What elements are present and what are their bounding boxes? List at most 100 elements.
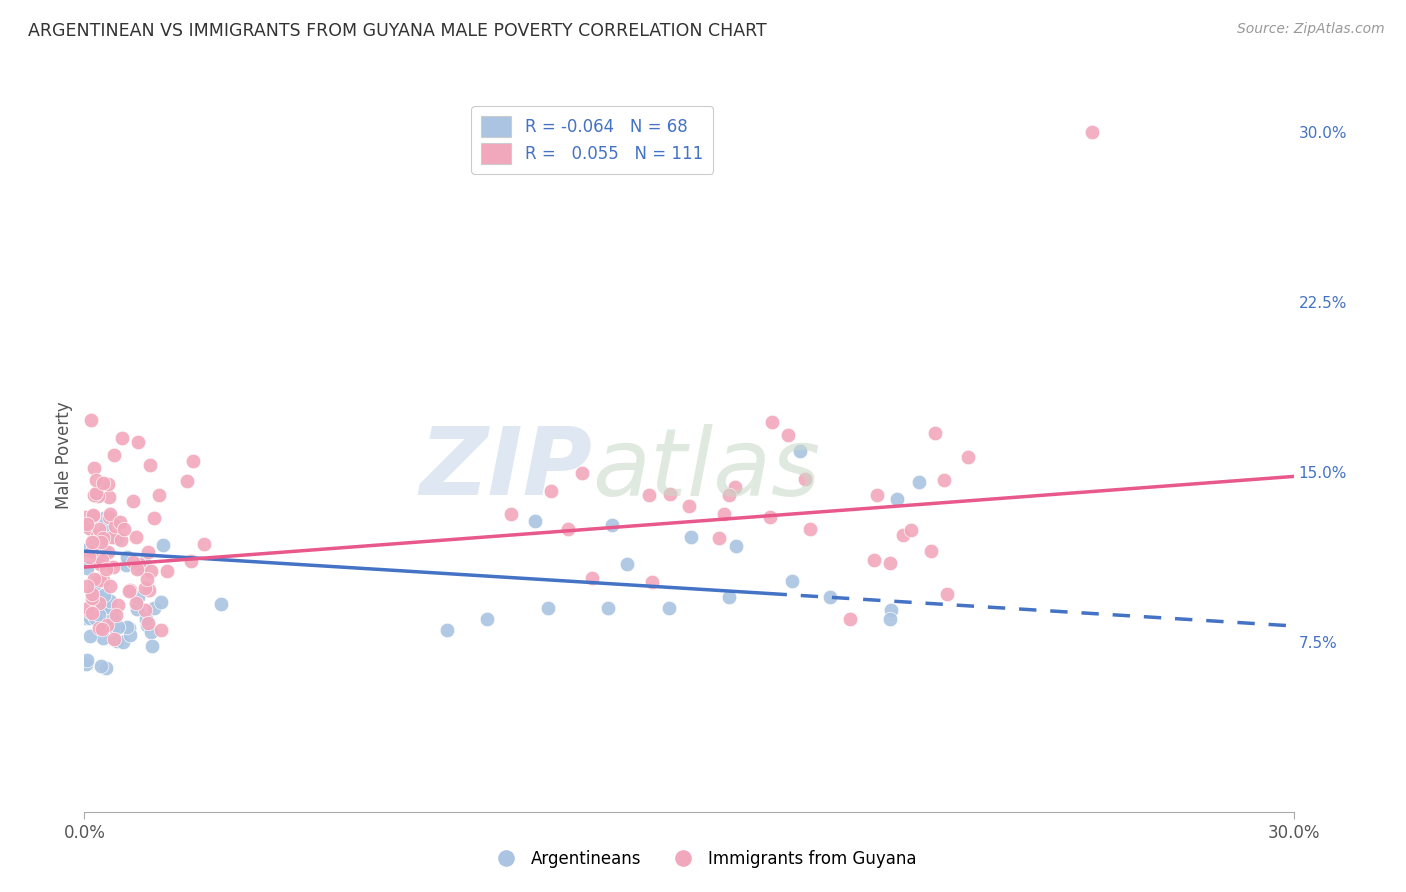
Point — [80, 591, 103, 606]
Point — [602, 517, 624, 532]
Point — [75, 657, 97, 671]
Point — [89, 557, 111, 571]
Point — [117, 620, 139, 634]
Point — [91, 574, 114, 588]
Point — [149, 595, 172, 609]
Point — [150, 623, 173, 637]
Point — [436, 624, 458, 638]
Point — [125, 561, 148, 575]
Point — [128, 560, 150, 574]
Point — [83, 599, 105, 613]
Point — [105, 531, 128, 545]
Point — [83, 535, 105, 549]
Point — [91, 553, 114, 567]
Point — [100, 530, 122, 544]
Point — [79, 605, 101, 619]
Point — [103, 611, 125, 625]
Point — [641, 574, 664, 589]
Point — [86, 574, 108, 588]
Point — [115, 549, 138, 564]
Point — [83, 532, 105, 546]
Point — [135, 573, 157, 587]
Point — [839, 612, 862, 626]
Point — [94, 545, 117, 559]
Point — [105, 633, 128, 648]
Point — [83, 572, 105, 586]
Point — [97, 544, 120, 558]
Point — [104, 519, 127, 533]
Point — [80, 544, 103, 558]
Point — [141, 625, 163, 640]
Point — [156, 564, 179, 578]
Point — [87, 489, 110, 503]
Point — [799, 522, 821, 536]
Point — [581, 571, 603, 585]
Point — [142, 600, 165, 615]
Point — [135, 618, 157, 632]
Point — [879, 556, 901, 570]
Point — [83, 610, 105, 624]
Point — [209, 597, 232, 611]
Point — [93, 588, 115, 602]
Point — [82, 600, 104, 615]
Point — [83, 488, 105, 502]
Point — [73, 509, 96, 524]
Point — [880, 603, 903, 617]
Point — [77, 550, 100, 565]
Point — [499, 507, 522, 521]
Point — [863, 553, 886, 567]
Point — [598, 600, 620, 615]
Point — [934, 473, 956, 487]
Point — [90, 534, 112, 549]
Point — [114, 522, 136, 536]
Point — [121, 555, 143, 569]
Point — [780, 574, 803, 589]
Point — [103, 620, 125, 634]
Point — [136, 545, 159, 559]
Point — [111, 431, 134, 445]
Point — [118, 582, 141, 597]
Point — [89, 573, 111, 587]
Point — [93, 511, 115, 525]
Point — [104, 607, 127, 622]
Point — [924, 425, 946, 440]
Point — [724, 480, 747, 494]
Point — [89, 591, 111, 605]
Point — [637, 487, 659, 501]
Point — [83, 531, 105, 545]
Point — [936, 587, 959, 601]
Point — [87, 608, 110, 623]
Point — [97, 477, 120, 491]
Point — [80, 413, 103, 427]
Point — [122, 494, 145, 508]
Point — [91, 622, 114, 636]
Text: ARGENTINEAN VS IMMIGRANTS FROM GUYANA MALE POVERTY CORRELATION CHART: ARGENTINEAN VS IMMIGRANTS FROM GUYANA MA… — [28, 22, 766, 40]
Point — [724, 539, 747, 553]
Point — [87, 522, 110, 536]
Point — [110, 533, 132, 547]
Point — [118, 621, 141, 635]
Point — [571, 466, 593, 480]
Point — [125, 596, 148, 610]
Point — [1081, 125, 1104, 139]
Point — [957, 450, 980, 465]
Point — [180, 553, 202, 567]
Point — [616, 557, 638, 571]
Point — [886, 491, 908, 506]
Point — [82, 508, 104, 523]
Point — [681, 530, 703, 544]
Point — [107, 620, 129, 634]
Point — [115, 558, 138, 572]
Point — [82, 509, 104, 524]
Point — [134, 555, 156, 569]
Y-axis label: Male Poverty: Male Poverty — [55, 401, 73, 508]
Point — [134, 603, 156, 617]
Point — [76, 579, 98, 593]
Point — [103, 448, 125, 462]
Point — [134, 612, 156, 626]
Point — [776, 427, 799, 442]
Legend: R = -0.064   N = 68, R =   0.055   N = 111: R = -0.064 N = 68, R = 0.055 N = 111 — [471, 106, 713, 174]
Point — [76, 653, 98, 667]
Point — [79, 629, 101, 643]
Text: atlas: atlas — [592, 424, 821, 515]
